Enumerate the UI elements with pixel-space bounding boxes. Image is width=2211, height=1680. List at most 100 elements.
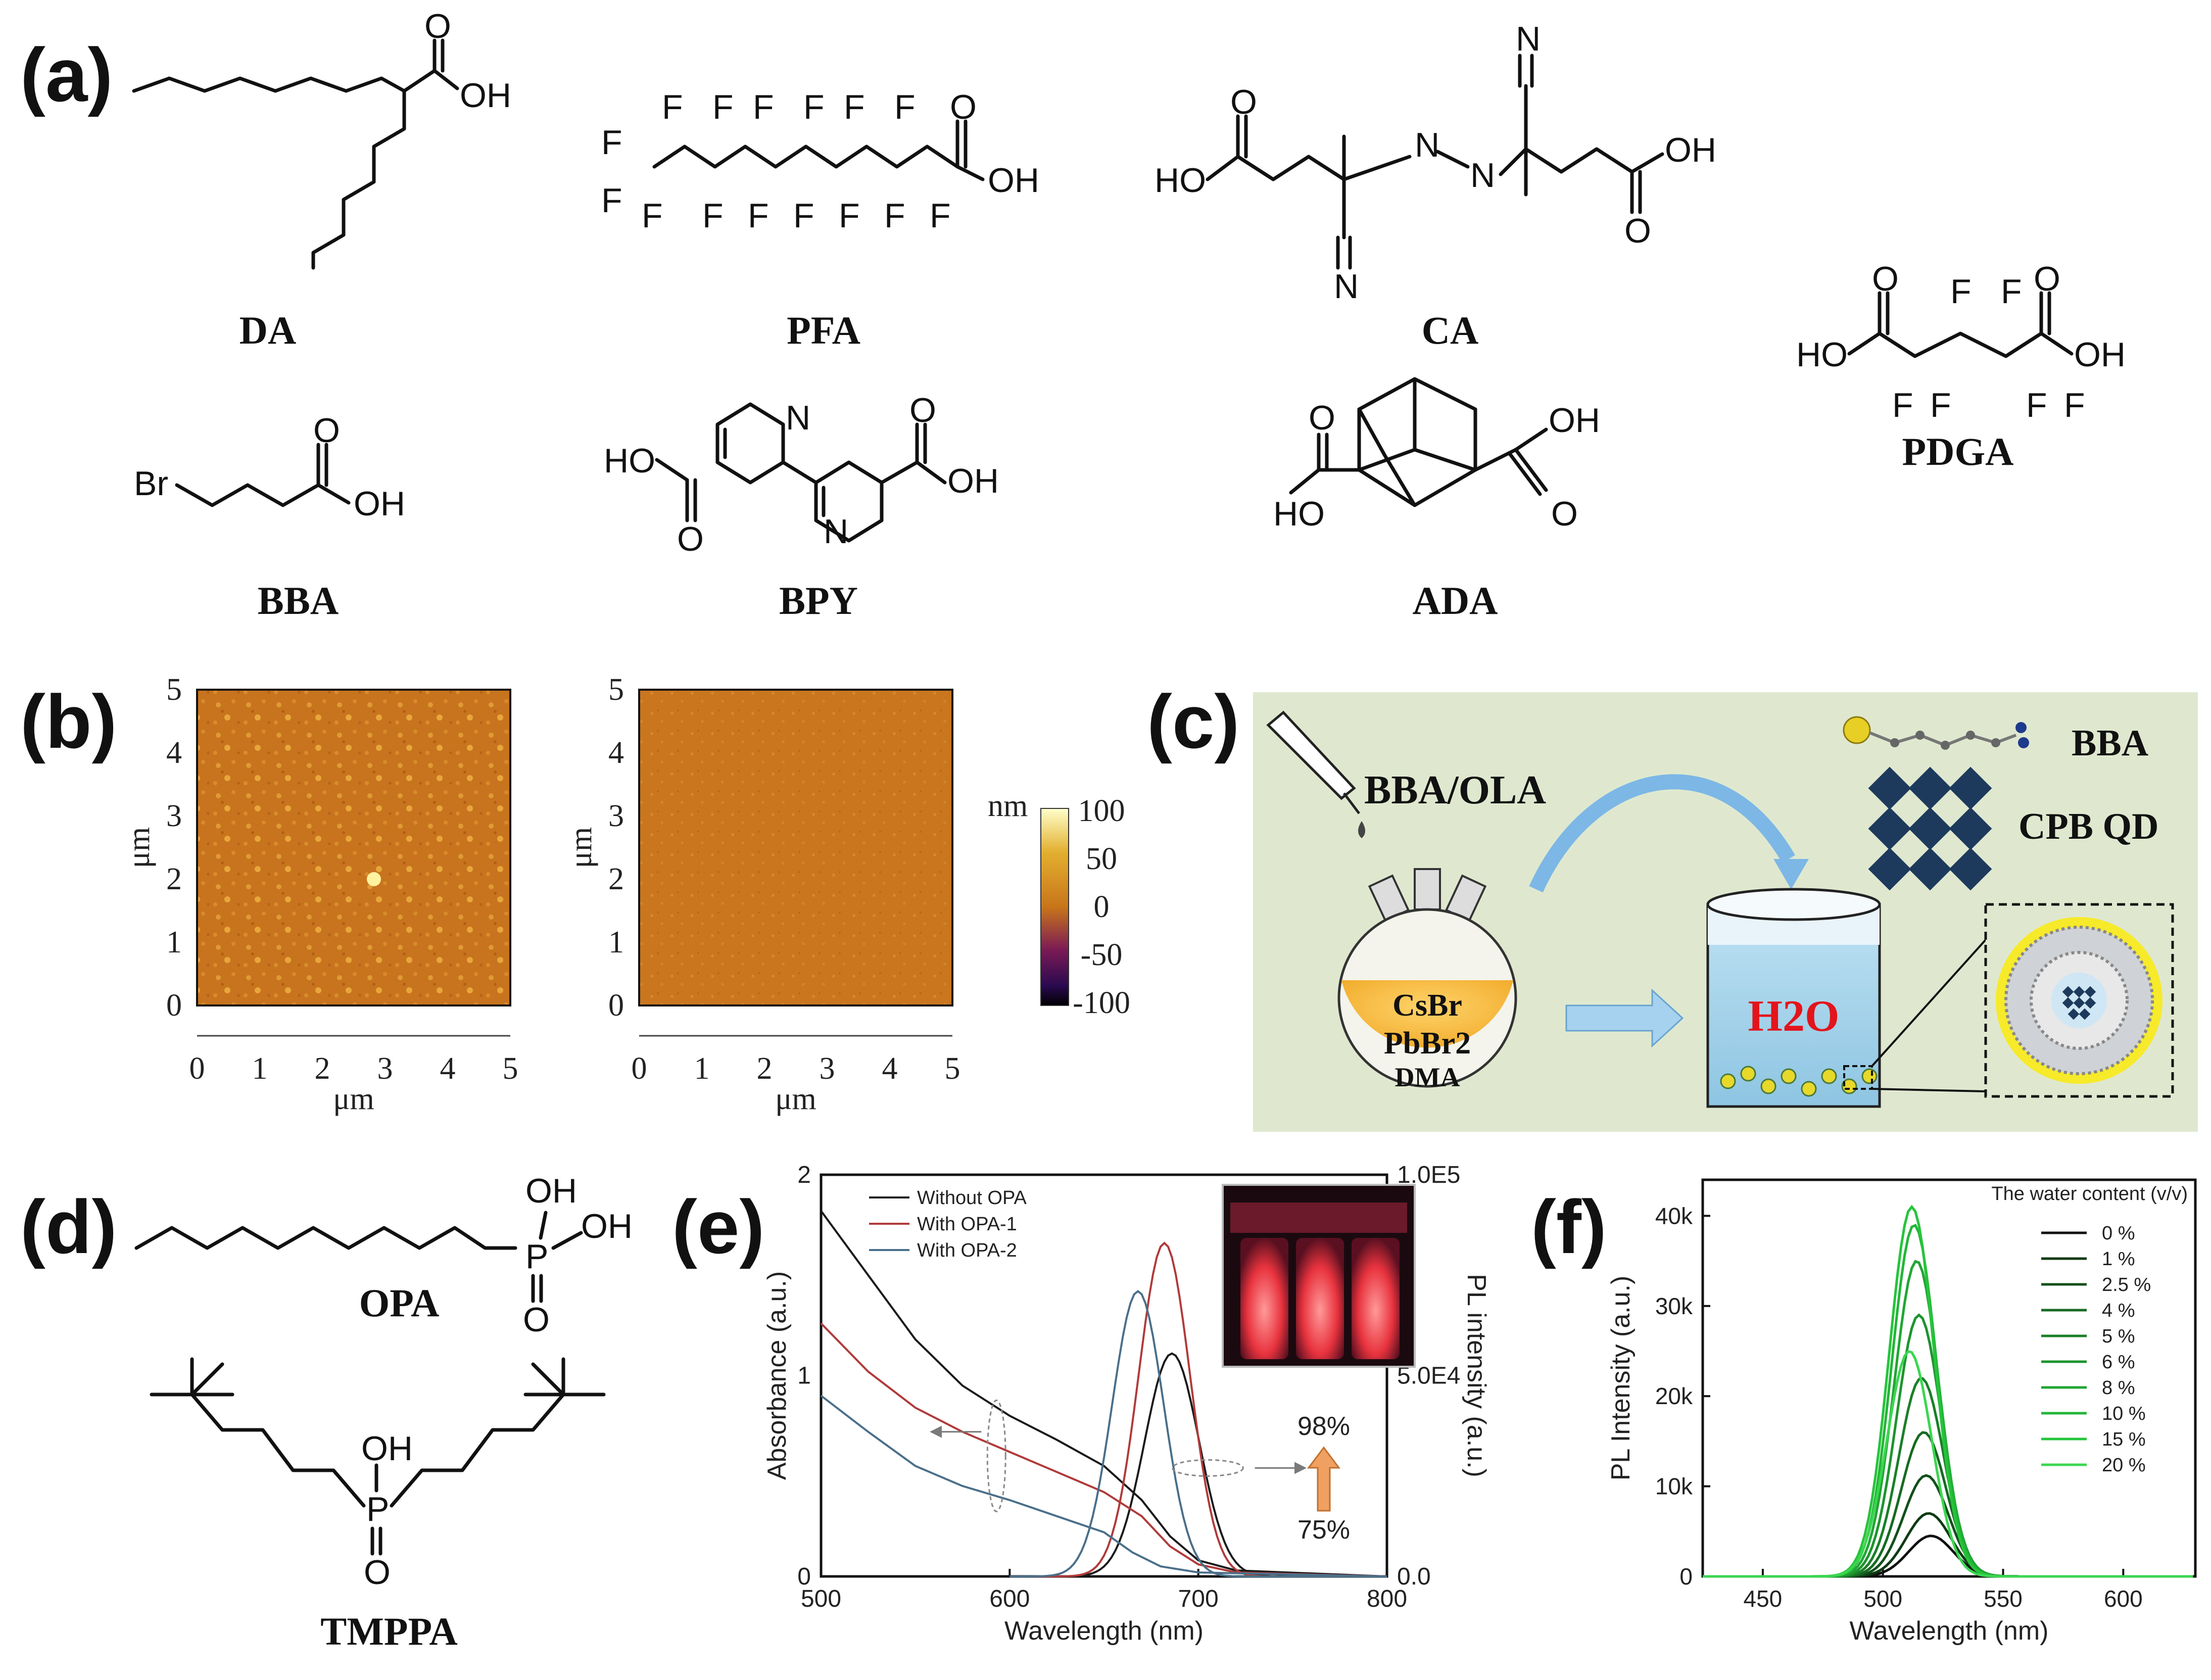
x-tick-label: 500 — [801, 1586, 841, 1612]
pl-group-marker — [1171, 1459, 1244, 1477]
atom-f: F — [930, 197, 951, 235]
afm-x-tick: 3 — [820, 1051, 835, 1086]
water-label: H2O — [1748, 992, 1840, 1041]
atom-ho: HO — [604, 442, 655, 480]
afm-y-tick: 0 — [608, 988, 624, 1023]
legend-entry: 4 % — [2102, 1300, 2135, 1321]
flask-line-2: PbBr2 — [1384, 1026, 1471, 1061]
curved-arrow-head — [1773, 859, 1809, 889]
atom-oh: OH — [525, 1172, 577, 1210]
atom-f: F — [748, 197, 769, 235]
afm-x-tick: 2 — [315, 1051, 330, 1086]
label-pdga: PDGA — [1902, 429, 2014, 473]
afm-y-tick: 1 — [608, 925, 624, 959]
afm-y-label: μm — [564, 827, 598, 868]
atom-f: F — [1950, 272, 1972, 311]
atom-o: O — [523, 1301, 550, 1339]
afm-image-2 — [638, 689, 953, 1006]
legend-qd: CPB QD — [2018, 806, 2159, 847]
scheme-c: BBA/OLA CsBr PbBr2 DMA H2O — [1253, 692, 2198, 1132]
legend-entry: Without OPA — [917, 1187, 1027, 1209]
x-tick-label: 500 — [1863, 1586, 1902, 1612]
atom-f: F — [1930, 386, 1951, 424]
absorbance-group-marker — [986, 1400, 1006, 1512]
precursor-label: BBA/OLA — [1364, 768, 1546, 812]
afm-x-tick: 4 — [882, 1051, 898, 1086]
y-tick-label: 30k — [1655, 1293, 1693, 1319]
absorbance-line — [820, 1210, 1387, 1577]
panel-label-d: (d) — [20, 1184, 117, 1269]
afm-image-1 — [196, 689, 511, 1006]
legend-entry: With OPA-1 — [917, 1214, 1017, 1235]
pl-line — [1010, 1290, 1387, 1577]
colorbar-tick: 0 — [1094, 890, 1110, 924]
atom-o: O — [424, 7, 451, 45]
atom-n: N — [1415, 126, 1439, 164]
legend-entry: 10 % — [2102, 1403, 2146, 1424]
structure-opa: P OH OH O — [134, 1172, 633, 1339]
atom-o: O — [2034, 260, 2060, 298]
atom-p: P — [366, 1490, 389, 1528]
atom-o: O — [909, 391, 936, 429]
atom-o: O — [1624, 212, 1651, 250]
label-bpy: BPY — [779, 579, 858, 622]
atom-f: F — [894, 88, 916, 126]
afm-y-label: μm — [122, 827, 156, 868]
vial-photo — [1222, 1184, 1416, 1368]
atom-oh: OH — [988, 161, 1039, 200]
x-tick-label: 600 — [2104, 1586, 2143, 1612]
label-opa: OPA — [359, 1281, 440, 1325]
afm-y-tick: 0 — [166, 988, 182, 1023]
afm-x-tick: 2 — [757, 1051, 773, 1086]
afm-x-tick: 4 — [440, 1051, 456, 1086]
structure-pdga: HO O O OH F F F F F F — [1796, 260, 2126, 424]
y-tick-label: 20k — [1655, 1383, 1693, 1409]
x-tick-label: 450 — [1744, 1586, 1783, 1612]
atom-f: F — [712, 88, 734, 126]
structure-da: O OH — [132, 7, 511, 270]
y-tick-label: 0 — [1679, 1563, 1693, 1590]
atom-p: P — [525, 1237, 548, 1276]
atom-n: N — [824, 512, 848, 551]
afm-x-tick: 0 — [189, 1051, 205, 1086]
afm-y-tick: 3 — [608, 799, 624, 833]
atom-f: F — [844, 88, 865, 126]
atom-f: F — [662, 88, 683, 126]
absorbance-line — [820, 1395, 1387, 1577]
atom-f: F — [884, 197, 905, 235]
structure-bpy: HO O N N O OH — [604, 391, 999, 558]
label-pfa: PFA — [787, 308, 860, 352]
atom-f: F — [1892, 386, 1913, 424]
legend-ligand: BBA — [2072, 723, 2148, 764]
structure-pfa: O OH — [652, 88, 1039, 200]
label-da: DA — [239, 308, 297, 352]
micelle-zoom — [1984, 903, 2174, 1098]
x-tick-label: 700 — [1178, 1586, 1219, 1612]
pfa-fluorines: F F F F F F F F F F F F F F F — [601, 88, 951, 235]
atom-oh: OH — [1665, 131, 1716, 169]
label-tmppa: TMPPA — [320, 1609, 457, 1653]
afm-y-tick: 4 — [608, 736, 624, 770]
y-tick-label: 40k — [1655, 1203, 1693, 1229]
colorbar-tick: 100 — [1078, 794, 1125, 828]
atom-oh: OH — [354, 485, 405, 523]
atom-f: F — [2026, 386, 2047, 424]
x-tick-label: 600 — [989, 1586, 1030, 1612]
legend-entry: 6 % — [2102, 1352, 2135, 1373]
structure-bba: Br O OH — [134, 411, 405, 523]
afm-x-tick: 3 — [377, 1051, 393, 1086]
atom-ho: HO — [1796, 335, 1848, 374]
chart-f: 450 500 550 600 0 10k 20k 30k 40k Wavelength (nm)… — [1606, 1178, 2197, 1646]
label-ca: CA — [1422, 308, 1479, 352]
atom-n: N — [1334, 267, 1359, 306]
panel-label-c: (c) — [1147, 679, 1239, 764]
atom-n: N — [1470, 156, 1495, 195]
legend-entry: 8 % — [2102, 1377, 2135, 1399]
afm-y-tick: 1 — [166, 925, 182, 959]
y-axis-label: PL Intensity (a.u.) — [1606, 1276, 1636, 1481]
y-tick-label: 1 — [797, 1363, 811, 1389]
y-tick-label: 0 — [797, 1563, 811, 1590]
x-tick-label: 800 — [1367, 1586, 1407, 1612]
afm-x-label: μm — [333, 1082, 374, 1116]
